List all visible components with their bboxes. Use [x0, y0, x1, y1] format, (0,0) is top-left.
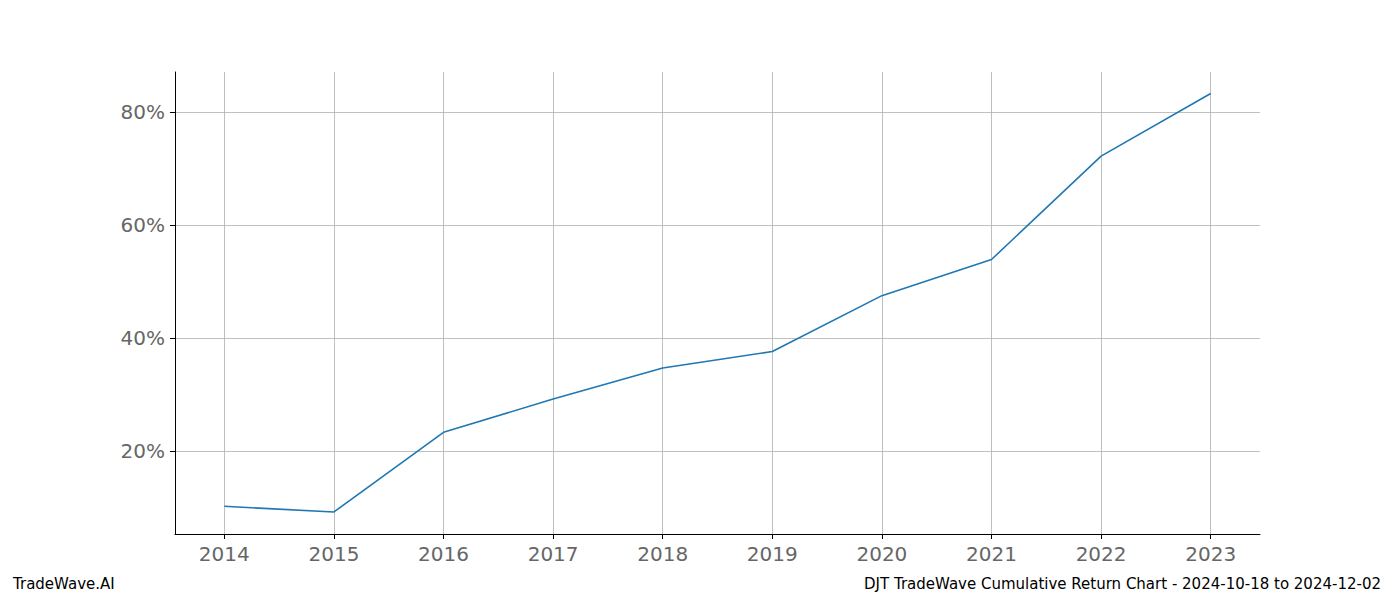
svg-text:2016: 2016 [418, 542, 469, 566]
svg-text:40%: 40% [121, 326, 165, 350]
svg-text:2020: 2020 [856, 542, 907, 566]
svg-text:2018: 2018 [637, 542, 688, 566]
svg-text:2021: 2021 [966, 542, 1017, 566]
svg-text:80%: 80% [121, 100, 165, 124]
svg-text:2015: 2015 [308, 542, 359, 566]
svg-text:2019: 2019 [747, 542, 798, 566]
svg-text:20%: 20% [121, 439, 165, 463]
svg-text:2017: 2017 [528, 542, 579, 566]
svg-text:TradeWave.AI: TradeWave.AI [12, 575, 115, 593]
svg-text:2022: 2022 [1076, 542, 1127, 566]
svg-text:2014: 2014 [199, 542, 250, 566]
svg-text:2023: 2023 [1185, 542, 1236, 566]
svg-text:DJT TradeWave Cumulative Retur: DJT TradeWave Cumulative Return Chart - … [864, 575, 1381, 593]
svg-text:60%: 60% [121, 213, 165, 237]
